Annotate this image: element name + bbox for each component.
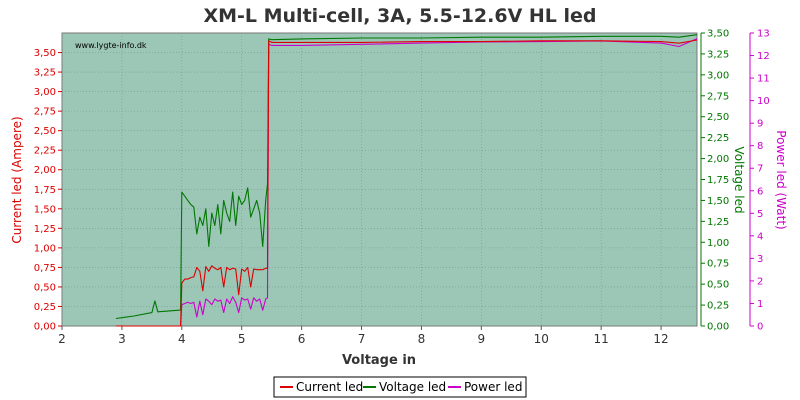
power-tick-label: 13: [757, 29, 770, 40]
x-tick-label: 6: [298, 332, 306, 346]
voltage-tick-label: 2,25: [707, 133, 729, 144]
legend: Current led Voltage led Power led: [273, 376, 527, 398]
voltage-tick-label: 0,00: [707, 322, 729, 333]
voltage-tick-label: 1,75: [707, 175, 729, 186]
left-tick-label: 2,50: [34, 126, 56, 137]
left-tick-label: 2,75: [34, 107, 56, 118]
voltage-tick-label: 3,50: [707, 29, 729, 40]
voltage-tick-label: 0,50: [707, 280, 729, 291]
power-tick-label: 10: [757, 96, 770, 107]
x-tick-label: 12: [653, 332, 668, 346]
legend-label-current: Current led: [296, 380, 363, 394]
x-tick-label: 7: [358, 332, 366, 346]
voltage-led-line: [115, 34, 698, 320]
voltage-tick-label: 2,75: [707, 91, 729, 102]
power-tick-label: 4: [757, 231, 763, 242]
x-tick-label: 10: [534, 332, 549, 346]
voltage-tick-label: 0,25: [707, 301, 729, 312]
voltage-tick-label: 2,00: [707, 154, 729, 165]
chart-title: XM-L Multi-cell, 3A, 5.5-12.6V HL led: [203, 5, 596, 27]
left-tick-label: 3,50: [34, 48, 56, 59]
x-tick-label: 2: [58, 332, 66, 346]
x-tick-label: 3: [118, 332, 126, 346]
power-led-line: [180, 38, 698, 327]
power-tick-label: 5: [757, 209, 763, 220]
voltage-tick-label: 1,25: [707, 217, 729, 228]
series-lines: [115, 34, 698, 327]
power-tick-label: 3: [757, 254, 763, 265]
x-axis-label: Voltage in: [342, 353, 416, 368]
power-tick-label: 1: [757, 299, 763, 310]
voltage-axis-label: Voltage led: [732, 146, 746, 213]
legend-label-power: Power led: [464, 380, 522, 394]
x-tick-label: 5: [238, 332, 246, 346]
power-tick-label: 8: [757, 141, 763, 152]
x-tick-label: 4: [178, 332, 186, 346]
voltage-tick-label: 1,50: [707, 196, 729, 207]
left-tick-label: 0,75: [34, 263, 56, 274]
voltage-tick-label: 3,25: [707, 49, 729, 60]
left-tick-label: 1,75: [34, 185, 56, 196]
power-tick-label: 2: [757, 276, 763, 287]
grid-lines: [61, 33, 697, 327]
legend-box: [273, 376, 527, 398]
left-tick-label: 0,00: [34, 322, 56, 333]
watermark: www.lygte-info.dk: [75, 41, 147, 50]
voltage-tick-label: 2,50: [707, 112, 729, 123]
left-tick-label: 2,00: [34, 165, 56, 176]
power-tick-label: 7: [757, 164, 763, 175]
left-tick-label: 1,00: [34, 243, 56, 254]
left-tick-label: 3,00: [34, 87, 56, 98]
power-tick-label: 6: [757, 186, 763, 197]
x-tick-label: 8: [418, 332, 426, 346]
left-tick-label: 1,25: [34, 224, 56, 235]
left-tick-label: 0,50: [34, 282, 56, 293]
voltage-y-axis: 0,00 0,25 0,50 0,75 1,00 1,25 1,50 1,75 2,00 2,25…: [700, 29, 729, 333]
left-tick-label: 0,25: [34, 302, 56, 313]
left-axis-label: Current led (Ampere): [10, 116, 24, 243]
left-tick-label: 3,25: [34, 68, 56, 79]
current-led-line: [115, 39, 698, 327]
legend-label-voltage: Voltage led: [379, 380, 446, 394]
x-tick-label: 11: [594, 332, 609, 346]
power-tick-label: 9: [757, 119, 763, 130]
left-tick-label: 1,50: [34, 204, 56, 215]
left-y-axis: 0,00 0,25 0,50 0,75 1,00 1,25 1,50 1,75 2,00 2,25…: [34, 48, 62, 333]
power-tick-label: 12: [757, 51, 770, 62]
voltage-tick-label: 0,75: [707, 259, 729, 270]
plot-area: [61, 32, 698, 327]
x-axis: 2 3 4 5 6 7 8 9 10 11 12: [58, 326, 669, 346]
left-tick-label: 2,25: [34, 146, 56, 157]
voltage-tick-label: 1,00: [707, 238, 729, 249]
x-tick-label: 9: [478, 332, 486, 346]
power-axis-label: Power led (Watt): [774, 130, 788, 229]
power-tick-label: 11: [757, 74, 770, 85]
power-tick-label: 0: [757, 322, 763, 333]
voltage-tick-label: 3,00: [707, 70, 729, 81]
